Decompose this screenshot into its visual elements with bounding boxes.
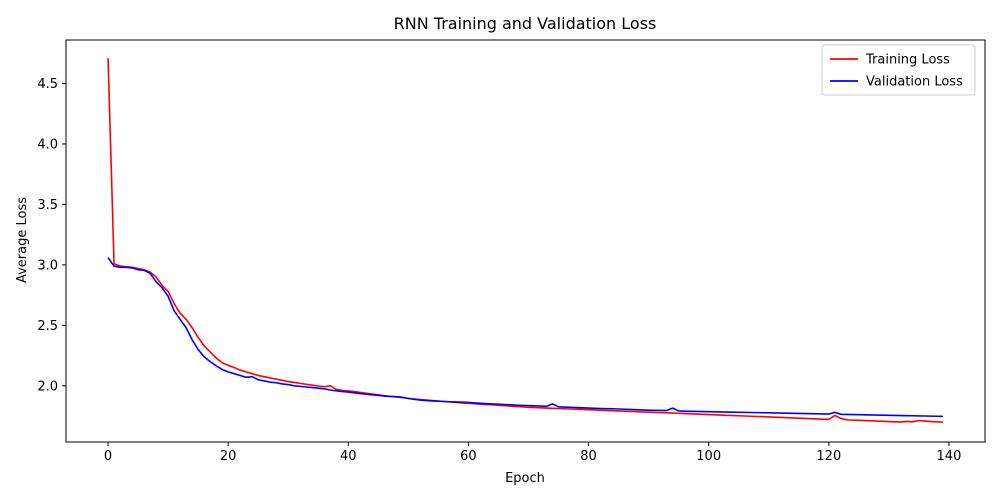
y-tick-label: 4.0 [37,137,58,152]
x-axis-label: Epoch [505,471,545,486]
y-tick-label: 2.5 [37,319,58,334]
y-tick-label: 2.0 [37,379,58,394]
plot-frame [65,39,986,443]
series-line-0 [107,58,944,424]
series-layer [107,58,944,424]
x-tick-label: 120 [816,449,841,464]
y-tick-label: 4.5 [37,77,58,92]
x-axis: 0 20 40 60 80 100 120 140 [104,442,961,464]
y-axis-label: Average Loss [15,197,30,283]
legend-box [821,44,976,96]
x-tick-label: 80 [580,449,597,464]
legend: Training Loss Validation Loss [821,44,976,96]
legend-label-0: Training Loss [865,53,950,68]
y-tick-label: 3.5 [37,198,58,213]
series-line-1 [107,257,943,418]
y-tick-label: 3.0 [37,258,58,273]
x-tick-label: 20 [220,449,237,464]
x-tick-label: 140 [937,449,962,464]
y-axis: 2.0 2.5 3.0 3.5 4.0 4.5 [37,77,66,394]
x-tick-label: 60 [460,449,477,464]
chart-title: RNN Training and Validation Loss [394,14,657,33]
x-tick-label: 0 [104,449,112,464]
legend-label-1: Validation Loss [866,75,963,90]
x-tick-label: 100 [696,449,721,464]
x-tick-label: 40 [340,449,357,464]
